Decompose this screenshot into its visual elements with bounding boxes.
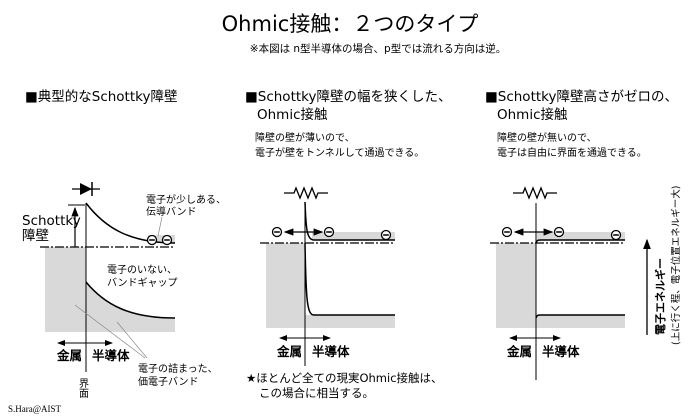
note: ★ほとんど全ての現実Ohmic接触は、 [246, 371, 443, 385]
panel-header: Ohmic接触 [497, 106, 568, 123]
credit: S.Hara@AIST [8, 404, 62, 414]
axis-label: 電子エネルギー [653, 258, 667, 335]
panel-header: ■Schottky障壁の幅を狭くした、 [245, 89, 451, 105]
panel-description: 電子が壁をトンネルして通過できる。 [255, 146, 424, 159]
panel-description: 障壁の壁が無いので、 [497, 131, 597, 144]
energy-axis: 電子エネルギー (上に行く程、電子位置エネルギー大) [643, 186, 682, 345]
axis-note: (上に行く程、電子位置エネルギー大) [670, 186, 682, 345]
metal-fill [266, 243, 305, 328]
panel-typical-schottky: ■典型的なSchottky障壁 Schottky 障壁 電子が少しある、 伝導バ… [22, 89, 226, 399]
gap-note: 電子のいない、 [107, 264, 177, 276]
cb-note: 電子が少しある、 [146, 193, 226, 206]
diode-icon [72, 182, 100, 196]
gap-note: バンドギャップ [107, 277, 178, 289]
valence-band-edge [85, 281, 176, 319]
panel-header: Ohmic接触 [257, 106, 328, 123]
valence-band-fill [86, 282, 175, 332]
electron-icon [271, 226, 283, 238]
vb-note: 電子の詰まった、 [138, 362, 218, 375]
electron-icon [610, 229, 622, 241]
cb-note: 伝導バンド [146, 205, 197, 218]
panel-zero-barrier: ■Schottky障壁高さがゼロの、 Ohmic接触 障壁の壁が無いので、 電子… [485, 88, 678, 380]
electron-icon [501, 226, 513, 238]
resistor-icon [283, 187, 329, 199]
panel-header: ■Schottky障壁高さがゼロの、 [485, 88, 678, 105]
metal-fill [496, 243, 536, 328]
semiconductor-label: 半導体 [312, 344, 350, 359]
barrier-label: 障壁 [22, 228, 49, 244]
panel-description: 障壁の壁が薄いので、 [255, 131, 355, 144]
resistor-icon [512, 187, 558, 199]
electron-icon [553, 226, 565, 238]
metal-label: 金属 [276, 344, 302, 359]
interface-label: 界面 [77, 378, 89, 399]
semiconductor-label: 半導体 [92, 348, 130, 363]
page-subtitle: ※本図は n型半導体の場合、p型では流れる方向は逆。 [250, 42, 506, 55]
vb-note: 価電子バンド [138, 375, 199, 388]
electron-icon [146, 234, 158, 246]
metal-label: 金属 [506, 344, 532, 359]
page-title: Ohmic接触：２つのタイプ [222, 12, 479, 36]
note: この場合に相当する。 [259, 386, 374, 400]
electron-icon [161, 234, 173, 246]
valence-band-edge [304, 242, 395, 316]
panel-thin-barrier: ■Schottky障壁の幅を狭くした、 Ohmic接触 障壁の壁が薄いので、 電… [245, 89, 451, 400]
semiconductor-label: 半導体 [542, 344, 580, 359]
conduction-band-edge [85, 202, 176, 244]
barrier-label: Schottky [22, 213, 81, 229]
metal-fill [45, 247, 86, 332]
panel-description: 電子は自由に界面を通過できる。 [497, 146, 647, 159]
electron-icon [380, 229, 392, 241]
electron-icon [323, 226, 335, 238]
metal-label: 金属 [56, 348, 82, 363]
panel-header: ■典型的なSchottky障壁 [25, 89, 177, 105]
